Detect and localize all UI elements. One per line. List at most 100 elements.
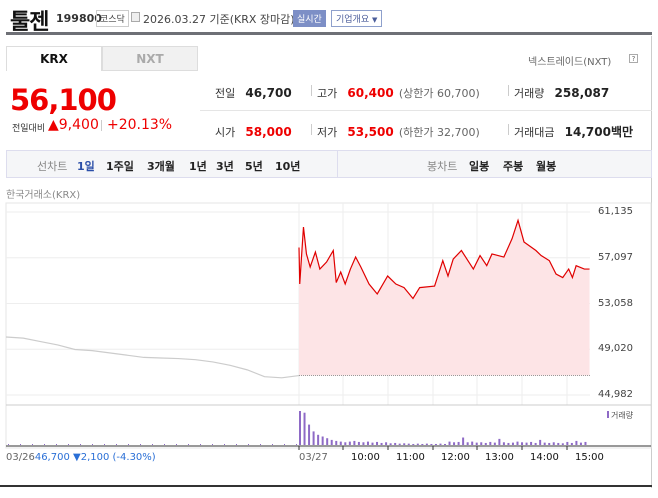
stat-unit: 백만 — [610, 125, 634, 139]
stat-low: 저가 53,500 (하한가 32,700) — [317, 121, 480, 140]
volume-bar — [299, 411, 301, 445]
volume-bar — [128, 444, 129, 445]
volume-bar — [335, 440, 338, 445]
stat-open: 시가 58,000 — [215, 121, 292, 140]
stat-label: 고가 — [317, 87, 338, 100]
company-overview-dropdown[interactable]: 기업개요 ▼ — [331, 10, 383, 27]
volume-bar — [543, 442, 546, 445]
volume-bar — [348, 441, 351, 445]
divider — [508, 124, 509, 135]
volume-bar — [525, 442, 528, 445]
x-tick-label: 14:00 — [530, 452, 559, 463]
period-1d[interactable]: 1일 — [77, 160, 95, 173]
overview-label: 기업개요 — [336, 15, 370, 25]
stat-label: 시가 — [215, 126, 236, 139]
period-monthly[interactable]: 월봉 — [536, 160, 557, 173]
volume-bar — [140, 444, 141, 445]
stat-value: 14,700 — [564, 125, 611, 139]
volume-bar — [403, 443, 406, 445]
volume-bar — [498, 438, 501, 445]
volume-legend-label: 거래량 — [611, 411, 634, 420]
volume-bar — [366, 441, 369, 445]
period-weekly[interactable]: 주봉 — [503, 160, 524, 173]
period-1y[interactable]: 1년 — [189, 160, 207, 173]
volume-bar — [511, 442, 514, 445]
period-3y[interactable]: 3년 — [216, 160, 234, 173]
stat-prev: 전일 46,700 — [215, 82, 292, 101]
volume-bar — [188, 444, 189, 445]
volume-bar — [20, 444, 21, 445]
header-divider — [6, 32, 652, 35]
volume-bar — [308, 424, 311, 445]
upper-limit: (상한가 60,700) — [398, 87, 480, 100]
y-tick-label: 61,135 — [598, 206, 633, 217]
volume-bar — [116, 444, 117, 445]
volume-bar — [407, 443, 410, 445]
stat-label: 거래대금 — [514, 126, 555, 139]
volume-bar — [457, 441, 460, 445]
volume-bar — [272, 444, 273, 445]
period-daily[interactable]: 일봉 — [469, 160, 490, 173]
stat-value: 60,400 — [347, 86, 394, 100]
volume-bar — [321, 436, 324, 445]
volume-bar — [68, 444, 69, 445]
line-chart-label: 선차트 — [37, 160, 68, 173]
nxt-label: 넥스트레이드(NXT) — [528, 57, 612, 68]
volume-bar — [236, 444, 237, 445]
chart-toolbar: 선차트 1일 1주일 3개월 1년 3년 5년 10년 봉차트 일봉 주봉 월봉 — [6, 150, 652, 178]
volume-bar — [584, 441, 587, 445]
x-tick-label: 10:00 — [351, 452, 380, 463]
y-tick-label: 53,058 — [598, 297, 633, 309]
volume-bar — [394, 442, 397, 445]
change-percent: +20.13% — [107, 117, 173, 133]
price-area — [299, 220, 590, 376]
prev-day-info: 03/2646,700 ▼2,100 (-4.30%) — [6, 452, 156, 463]
volume-bar — [448, 441, 451, 445]
volume-bar — [80, 444, 81, 445]
volume-bar — [344, 442, 347, 445]
exchange-label: 한국거래소(KRX) — [6, 190, 81, 201]
volume-bar — [385, 442, 388, 445]
stat-volume: 거래량 258,087 — [514, 82, 609, 101]
stat-high: 고가 60,400 (상한가 60,700) — [317, 82, 480, 101]
volume-bar — [200, 444, 201, 445]
help-icon[interactable]: ? — [629, 54, 638, 63]
period-1w[interactable]: 1주일 — [106, 160, 134, 173]
volume-bar — [357, 441, 360, 445]
change-label: 전일대비 — [12, 124, 46, 134]
stock-code: 199800 — [56, 12, 102, 25]
period-3m[interactable]: 3개월 — [147, 160, 175, 173]
volume-bar — [398, 443, 401, 445]
volume-bar — [575, 440, 578, 445]
stat-value: 258,087 — [554, 86, 610, 100]
volume-bar — [260, 444, 261, 445]
volume-bar — [284, 444, 285, 445]
prev-date: 03/26 — [6, 452, 35, 463]
volume-bar — [561, 443, 564, 445]
volume-bar — [516, 441, 519, 445]
volume-bar — [453, 442, 456, 445]
tab-krx[interactable]: KRX — [6, 46, 102, 71]
tab-nxt[interactable]: NXT — [102, 46, 198, 71]
market-badge: 코스닥 — [96, 10, 129, 27]
row-divider — [200, 110, 652, 111]
current-price: 56,100 — [10, 83, 117, 117]
plot-frame — [5, 202, 652, 449]
volume-bar — [493, 442, 496, 445]
stat-amount: 거래대금 14,700백만 — [514, 121, 633, 140]
volume-bar — [296, 444, 297, 445]
period-5y[interactable]: 5년 — [245, 160, 263, 173]
divider — [311, 85, 312, 96]
volume-bar — [339, 441, 342, 445]
candle-chart-label: 봉차트 — [427, 160, 458, 173]
price-line — [298, 218, 590, 300]
volume-bar — [430, 443, 433, 445]
period-10y[interactable]: 10년 — [275, 160, 301, 173]
volume-bar — [521, 442, 524, 445]
volume-bar — [104, 444, 105, 445]
volume-bar — [56, 444, 57, 445]
realtime-button[interactable]: 실시간 — [293, 10, 326, 27]
volume-bar — [317, 434, 320, 445]
prev-close: 46,700 — [34, 452, 70, 463]
